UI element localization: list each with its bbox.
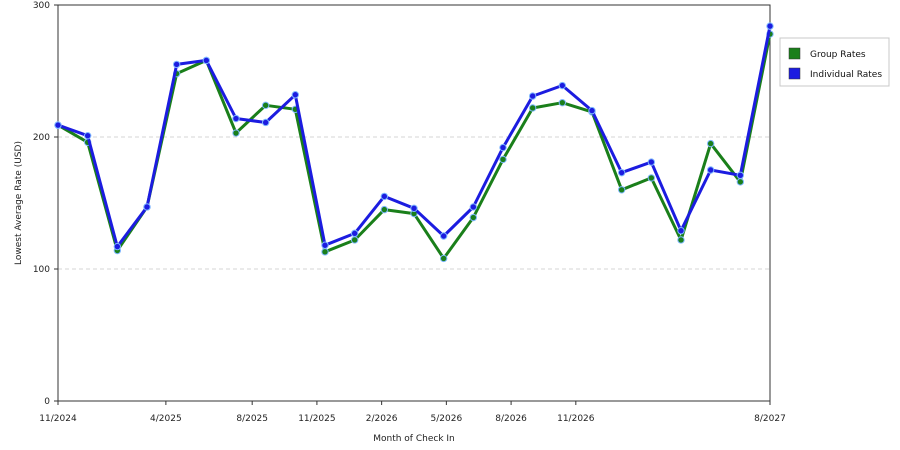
data-point [706, 139, 715, 148]
legend: Group Rates Individual Rates [779, 37, 890, 87]
plot-frame [57, 4, 771, 402]
data-point [617, 186, 626, 194]
x-axis-title: Month of Check In [373, 434, 455, 444]
x-tick-label: 8/2025 [236, 414, 268, 424]
data-point [528, 104, 537, 112]
legend-swatch [788, 47, 801, 60]
data-point [588, 106, 596, 115]
data-point [380, 192, 389, 201]
data-point [439, 232, 448, 240]
data-point [469, 213, 478, 222]
y-tick-label: 200 [33, 133, 50, 143]
data-point [54, 121, 62, 129]
y-tick-label: 100 [33, 265, 50, 275]
legend-label: Group Rates [810, 50, 866, 60]
data-point [350, 229, 359, 238]
data-point [766, 22, 774, 30]
data-point [232, 114, 240, 123]
data-point [380, 205, 389, 214]
x-tick-label: 2/2026 [366, 414, 398, 424]
data-point [261, 118, 270, 127]
data-point [499, 143, 507, 152]
data-point [202, 56, 211, 65]
data-point [113, 242, 122, 251]
x-tick-label: 8/2027 [754, 414, 786, 424]
data-point [677, 227, 685, 235]
series-line-group-rates [57, 33, 772, 260]
x-tick-label: 8/2026 [495, 414, 527, 424]
y-tick-label: 0 [44, 397, 50, 407]
x-tick-label: 11/2024 [39, 414, 77, 424]
data-point [410, 204, 418, 212]
data-point [469, 203, 478, 211]
y-axis-title: Lowest Average Rate (USD) [14, 141, 24, 265]
x-tick-label: 4/2025 [150, 414, 182, 424]
data-point [706, 166, 715, 174]
data-point [350, 236, 359, 244]
data-point [232, 129, 240, 137]
data-point [617, 168, 626, 177]
data-point [439, 254, 448, 263]
data-point [736, 171, 745, 179]
data-point [736, 178, 745, 186]
data-point [558, 81, 567, 90]
legend-label: Individual Rates [810, 70, 882, 80]
data-point [83, 131, 92, 140]
data-point [261, 101, 270, 110]
data-point [528, 92, 537, 100]
x-tick-label: 5/2026 [431, 414, 463, 424]
x-tick-label: 11/2026 [557, 414, 595, 424]
data-point [558, 98, 567, 107]
legend-swatch [788, 67, 801, 80]
data-point [647, 158, 656, 166]
data-point [677, 236, 685, 244]
data-point [321, 241, 329, 249]
data-point [321, 248, 329, 256]
x-tick-label: 11/2025 [298, 414, 335, 424]
data-point [647, 174, 656, 182]
data-point [499, 155, 507, 164]
data-point [172, 60, 181, 69]
y-tick-label: 300 [33, 1, 50, 11]
data-point [143, 203, 151, 211]
data-point [291, 91, 300, 99]
